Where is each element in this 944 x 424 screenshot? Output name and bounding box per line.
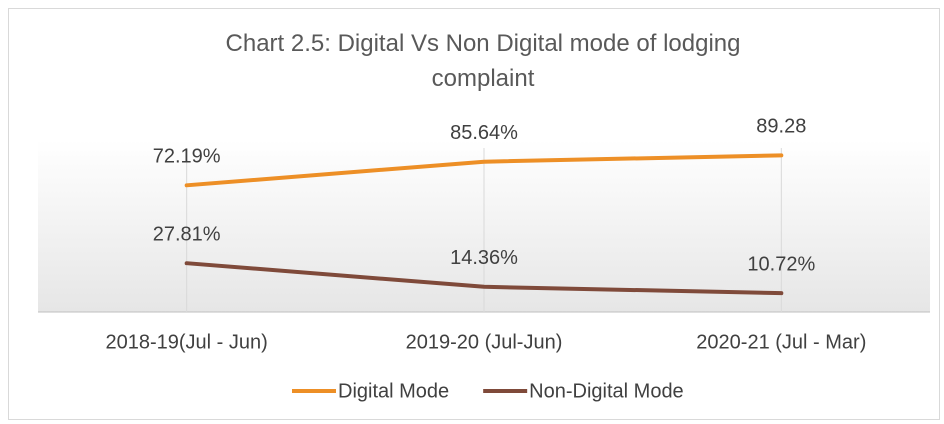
series-line [184, 261, 784, 296]
chart-title: Chart 2.5: Digital Vs Non Digital mode o… [225, 30, 741, 92]
data-label: 14.36% [450, 247, 518, 269]
x-tick-label: 2020-21 (Jul - Mar) [696, 331, 866, 353]
data-label: 72.19% [153, 146, 221, 168]
data-label: 85.64% [450, 122, 518, 144]
data-label: 89.28 [756, 116, 806, 138]
series-line [184, 153, 784, 188]
x-tick-label: 2018-19(Jul - Jun) [106, 331, 268, 353]
legend-label: Non-Digital Mode [529, 380, 684, 402]
x-tick-label: 2019-20 (Jul-Jun) [406, 331, 563, 353]
data-label: 27.81% [153, 223, 221, 245]
chart-border [8, 8, 940, 420]
legend-label: Digital Mode [338, 380, 449, 402]
data-label: 10.72% [747, 253, 815, 275]
